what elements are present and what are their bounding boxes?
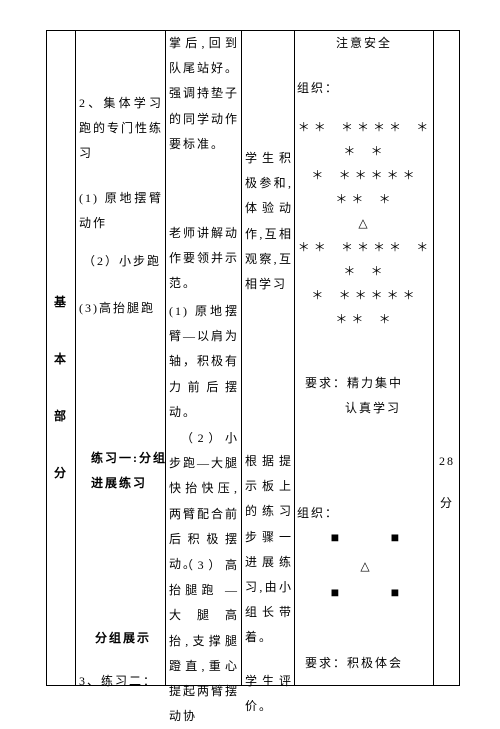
page-border: 基 本 部 分 2、集体学习跑的专门性练习 (1) 原地摆臂动作 （2）小步跑 …: [46, 30, 460, 686]
requirement-2: 要求：积极体会: [305, 651, 435, 676]
time-value: 28: [435, 449, 459, 474]
column-divider-1: [75, 31, 76, 685]
requirement-1: 要求：精力集中: [305, 371, 435, 396]
star-row: ＊ ＊＊＊＊＊: [295, 284, 435, 308]
triangle-marker: △: [305, 559, 425, 574]
sub-item-3: (3)高抬腿跑: [79, 296, 163, 321]
section-label: 基 本 部 分: [54, 296, 68, 524]
section-char: 分: [54, 467, 68, 479]
sub-item-2: （2）小步跑: [83, 249, 163, 274]
section-char: 部: [54, 410, 68, 422]
column-divider-2: [165, 31, 166, 685]
item3-header: 3、练习二：: [79, 669, 163, 694]
star-row: ＊＊ ＊＊＊＊ ＊: [295, 236, 435, 260]
sub-item-1: (1) 原地摆臂动作: [79, 186, 163, 236]
teacher-para-5: （3）高抬腿跑 — 大 腿 高抬,支撑腿蹬直,重心提起两臂摆动协: [169, 553, 239, 729]
requirement-1b: 认真学习: [345, 396, 435, 421]
group-show-label: 分组展示: [95, 626, 165, 651]
practice-1-label: 练习一:分组进展练习: [91, 446, 167, 496]
star-row: ＊ ＊: [295, 260, 435, 284]
column-divider-3: [241, 31, 242, 685]
student-para-3: 学生评价。: [245, 669, 293, 719]
student-para-2: 根据提示板上的练习步骤一进展练习,由小组长带着。: [245, 449, 293, 651]
square-marker: ■: [331, 531, 339, 547]
formation-diagram-2: ■ ■ △ ■ ■: [305, 531, 425, 602]
item2-header: 2、集体学习跑的专门性练习: [79, 91, 163, 167]
safety-note: 注意安全: [297, 31, 431, 56]
section-char: 基: [54, 296, 68, 308]
square-marker: ■: [391, 586, 399, 602]
triangle-marker: △: [295, 212, 435, 236]
square-marker: ■: [331, 586, 339, 602]
star-row: ＊＊ ＊: [295, 308, 435, 332]
star-row: ＊＊ ＊＊＊＊ ＊: [295, 116, 435, 140]
teacher-para-1: 掌后,回到队尾站好。强调持垫子的同学动作要标准。: [169, 31, 239, 157]
req-label: 要求：: [305, 656, 347, 670]
teacher-para-3: (1) 原地摆臂—以肩为轴，积极有力前后摆动。: [169, 299, 239, 425]
teacher-para-2: 老师讲解动作要领并示范。: [169, 221, 239, 297]
req-text: 积极体会: [347, 656, 403, 670]
star-row: ＊＊ ＊: [295, 188, 435, 212]
formation-diagram-1: ＊＊ ＊＊＊＊ ＊ ＊ ＊ ＊ ＊＊＊＊＊ ＊＊ ＊ △ ＊＊ ＊＊＊＊ ＊ ＊…: [295, 116, 435, 332]
req-label: 要求：: [305, 376, 347, 390]
org-label-1: 组织：: [297, 76, 357, 101]
org-label-2: 组织：: [297, 501, 357, 526]
star-row: ＊ ＊: [295, 140, 435, 164]
req-text: 精力集中: [347, 376, 403, 390]
section-char: 本: [54, 353, 68, 365]
time-unit: 分: [435, 491, 459, 516]
square-marker: ■: [391, 531, 399, 547]
star-row: ＊ ＊＊＊＊＊: [295, 164, 435, 188]
student-para-1: 学生积极参和,体验动作,互相观察,互相学习: [245, 146, 293, 297]
